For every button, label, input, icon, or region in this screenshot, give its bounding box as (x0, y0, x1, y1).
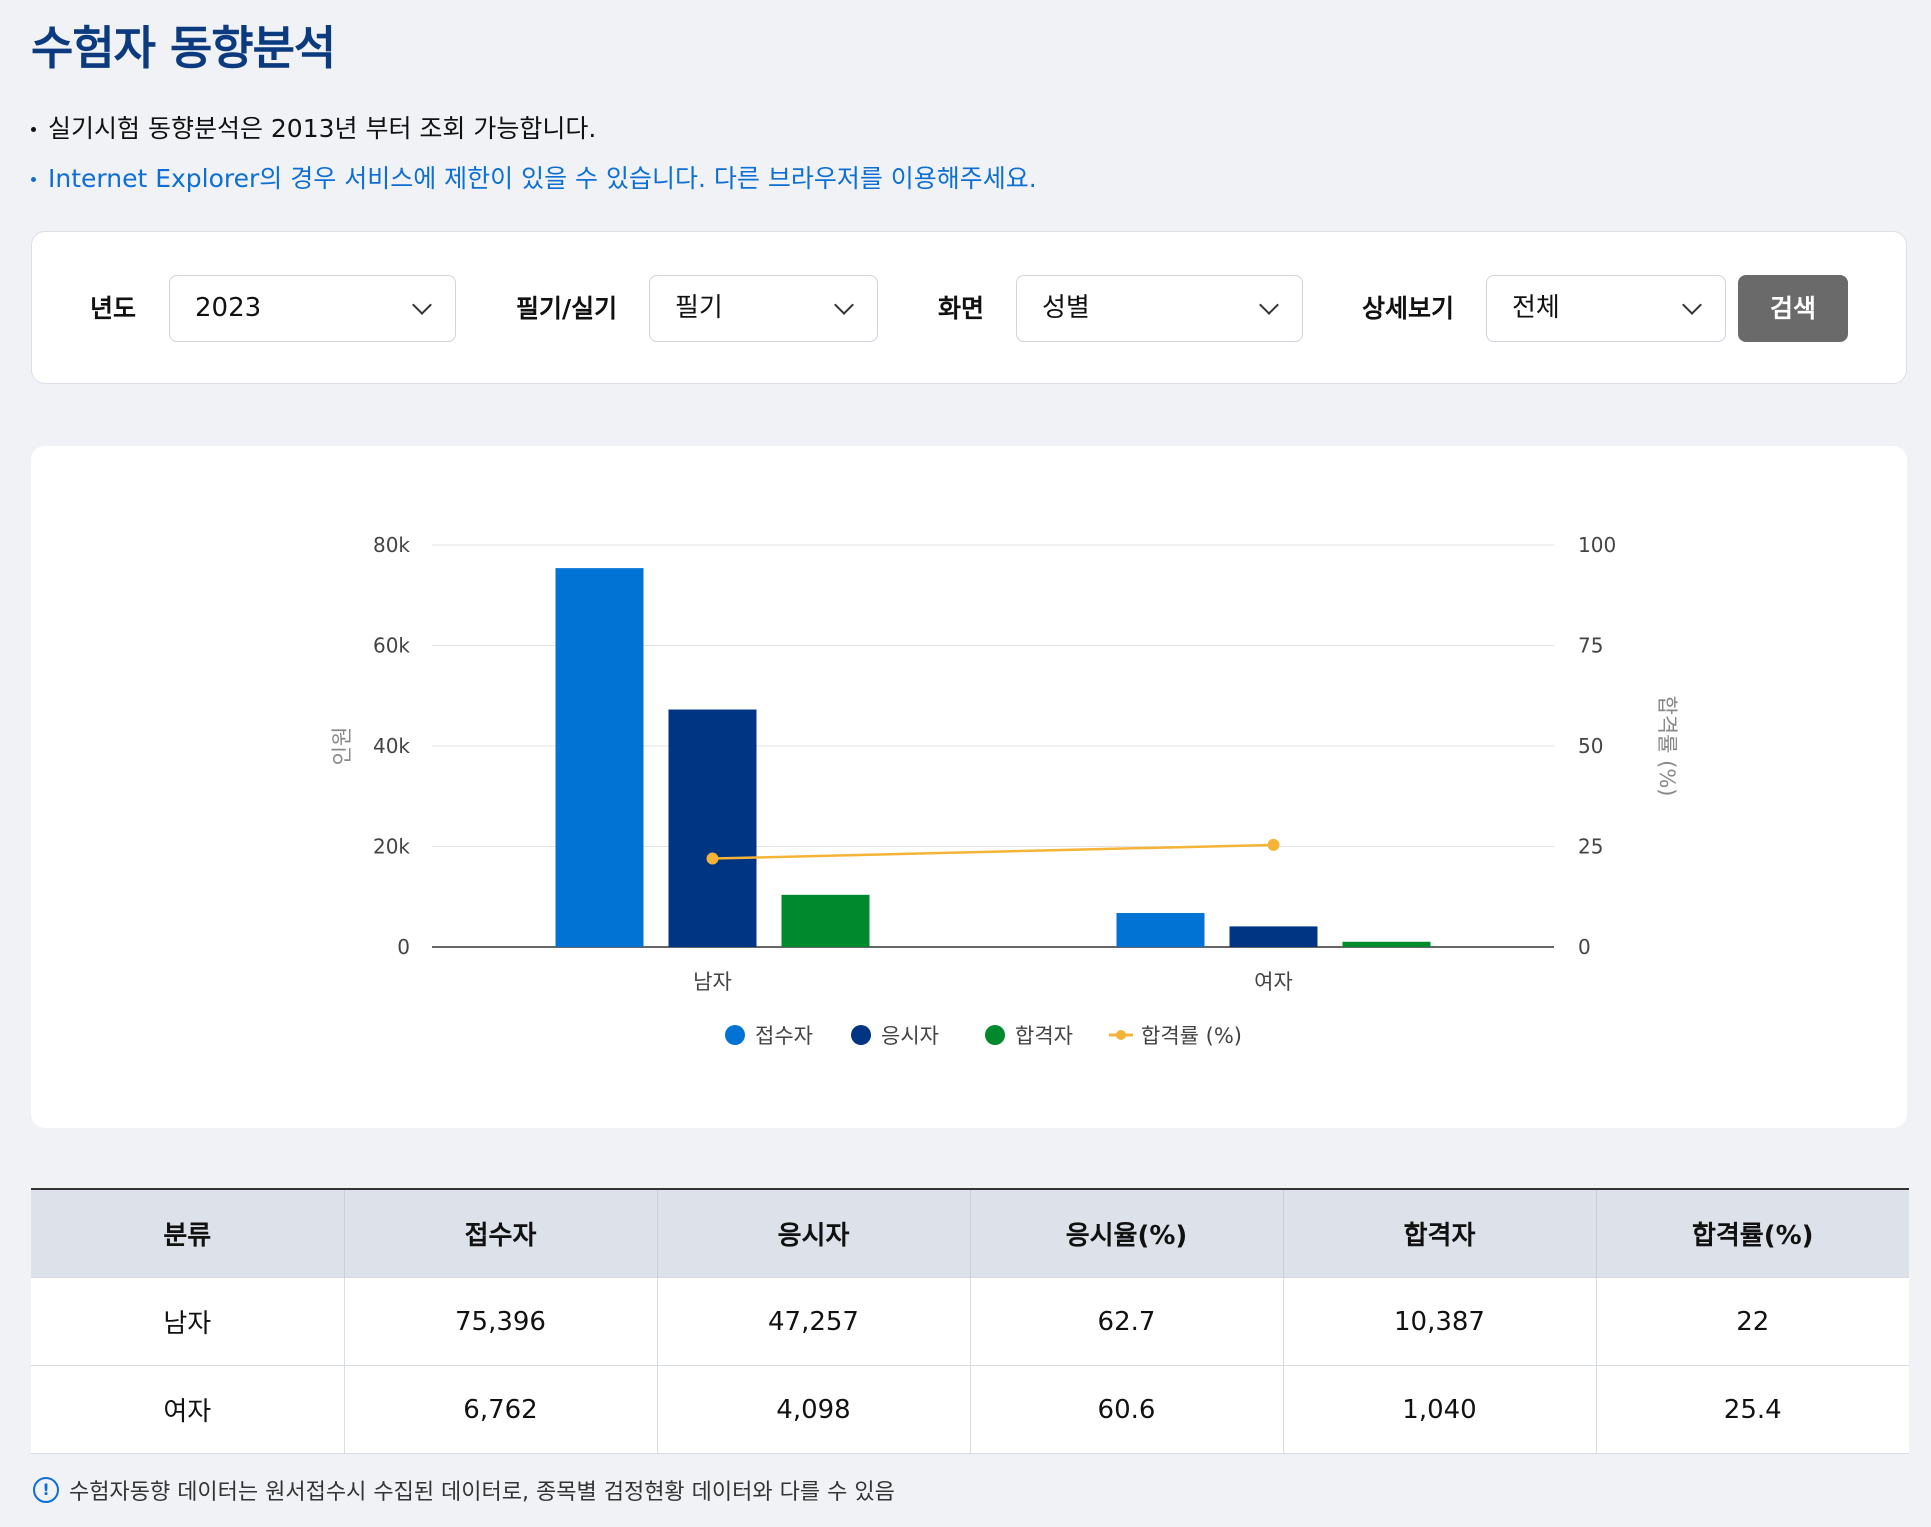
year-select[interactable]: 2023 (169, 275, 456, 342)
detail-select[interactable]: 전체 (1486, 275, 1726, 342)
x-tick-label: 남자 (693, 970, 732, 994)
y-tick-label: 20k (373, 835, 410, 859)
bar-1 (555, 568, 644, 947)
year-label: 년도 (90, 294, 137, 323)
search-button[interactable]: 검색 (1738, 275, 1848, 342)
table-cell: 22 (1595, 1277, 1909, 1366)
bar-2 (668, 709, 757, 947)
notice-list: 실기시험 동향분석은 2013년 부터 조회 가능합니다. Internet E… (31, 104, 1037, 204)
exam-type-select[interactable]: 필기 (649, 275, 878, 342)
bar-3 (781, 894, 870, 947)
y2-tick-label: 25 (1578, 835, 1603, 859)
table-cell: 남자 (31, 1277, 344, 1366)
bar-1 (1116, 913, 1205, 947)
pass-rate-point (1267, 838, 1280, 851)
header-exam-rate: 응시율(%) (969, 1188, 1283, 1278)
filter-panel: 년도 2023 필기/실기 필기 화면 성별 상세보기 전체 검색 (31, 231, 1907, 384)
detail-label: 상세보기 (1362, 294, 1455, 323)
chevron-down-icon (834, 295, 854, 315)
screen-select[interactable]: 성별 (1016, 275, 1303, 342)
bullet-icon (31, 126, 36, 132)
table-cell: 6,762 (343, 1365, 657, 1454)
pass-rate-point (706, 852, 719, 865)
table-cell: 1,040 (1282, 1365, 1596, 1454)
table-row: 여자 6,762 4,098 60.6 1,040 25.4 (31, 1365, 1909, 1454)
chevron-down-icon (1259, 295, 1279, 315)
table-cell: 75,396 (343, 1277, 657, 1366)
y-axis-title: 인원 (330, 727, 354, 766)
header-applicants: 접수자 (343, 1188, 657, 1278)
screen-label: 화면 (938, 294, 985, 323)
exam-type-label: 필기/실기 (516, 294, 618, 323)
header-examinees: 응시자 (656, 1188, 970, 1278)
pass-rate-line (712, 843, 1274, 860)
y2-tick-label: 50 (1578, 734, 1603, 758)
y-tick-label: 80k (373, 533, 410, 557)
y2-tick-label: 0 (1578, 935, 1591, 959)
bar-2 (1229, 926, 1318, 947)
table-cell: 4,098 (656, 1365, 970, 1454)
x-tick-label: 여자 (1254, 970, 1293, 994)
table-cell: 47,257 (656, 1277, 970, 1366)
detail-select-value: 전체 (1512, 293, 1560, 323)
bar-3 (1342, 941, 1431, 947)
info-icon: ! (33, 1477, 59, 1503)
chart-panel: 0 0 20k 25 40k 50 60k 75 80k 100 인원 합격률 (%) 남자 여자 접수자 응… (31, 446, 1907, 1128)
y-tick-label: 40k (373, 734, 410, 758)
year-select-value: 2023 (195, 293, 262, 323)
legend-marker-icon (851, 1025, 871, 1045)
table-cell: 10,387 (1282, 1277, 1596, 1366)
stats-table-wrap: 분류 접수자 응시자 응시율(%) 합격자 합격률(%) 남자 75,396 4… (31, 1188, 1909, 1454)
table-cell: 25.4 (1595, 1365, 1909, 1454)
legend-label: 응시자 (881, 1024, 939, 1048)
exam-type-select-value: 필기 (675, 293, 723, 323)
legend-marker-icon (985, 1025, 1005, 1045)
y2-tick-label: 75 (1578, 634, 1603, 658)
chevron-down-icon (1682, 295, 1702, 315)
legend-marker-icon (1116, 1030, 1126, 1040)
header-passers: 합격자 (1282, 1188, 1596, 1278)
footnote: ! 수험자동향 데이터는 원서접수시 수집된 데이터로, 종목별 검정현황 데이… (31, 1474, 895, 1506)
legend-label: 합격자 (1015, 1024, 1073, 1048)
legend-label: 합격률 (%) (1141, 1024, 1242, 1048)
screen-select-value: 성별 (1042, 293, 1090, 323)
footnote-text: 수험자동향 데이터는 원서접수시 수집된 데이터로, 종목별 검정현황 데이터와… (69, 1480, 895, 1505)
y2-tick-label: 100 (1578, 533, 1616, 557)
header-category: 분류 (31, 1188, 344, 1278)
y-tick-label: 60k (373, 634, 410, 658)
table-row: 남자 75,396 47,257 62.7 10,387 22 (31, 1277, 1909, 1366)
bullet-icon (31, 176, 36, 182)
page-title: 수험자 동향분석 (31, 21, 336, 75)
chevron-down-icon (412, 295, 432, 315)
notice-text: Internet Explorer의 경우 서비스에 제한이 있을 수 있습니다… (48, 164, 1037, 193)
table-cell: 여자 (31, 1365, 344, 1454)
table-header-row: 분류 접수자 응시자 응시율(%) 합격자 합격률(%) (31, 1188, 1909, 1278)
table-cell: 60.6 (969, 1365, 1283, 1454)
header-pass-rate: 합격률(%) (1595, 1188, 1909, 1278)
legend-marker-icon (725, 1025, 745, 1045)
notice-item: 실기시험 동향분석은 2013년 부터 조회 가능합니다. (31, 104, 1037, 154)
notice-item-browser: Internet Explorer의 경우 서비스에 제한이 있을 수 있습니다… (31, 154, 1037, 204)
stats-table: 분류 접수자 응시자 응시율(%) 합격자 합격률(%) 남자 75,396 4… (31, 1188, 1909, 1454)
y2-axis-title: 합격률 (%) (1655, 696, 1679, 797)
table-cell: 62.7 (969, 1277, 1283, 1366)
legend-label: 접수자 (755, 1024, 813, 1048)
y-tick-label: 0 (397, 935, 410, 959)
notice-text: 실기시험 동향분석은 2013년 부터 조회 가능합니다. (48, 114, 597, 143)
